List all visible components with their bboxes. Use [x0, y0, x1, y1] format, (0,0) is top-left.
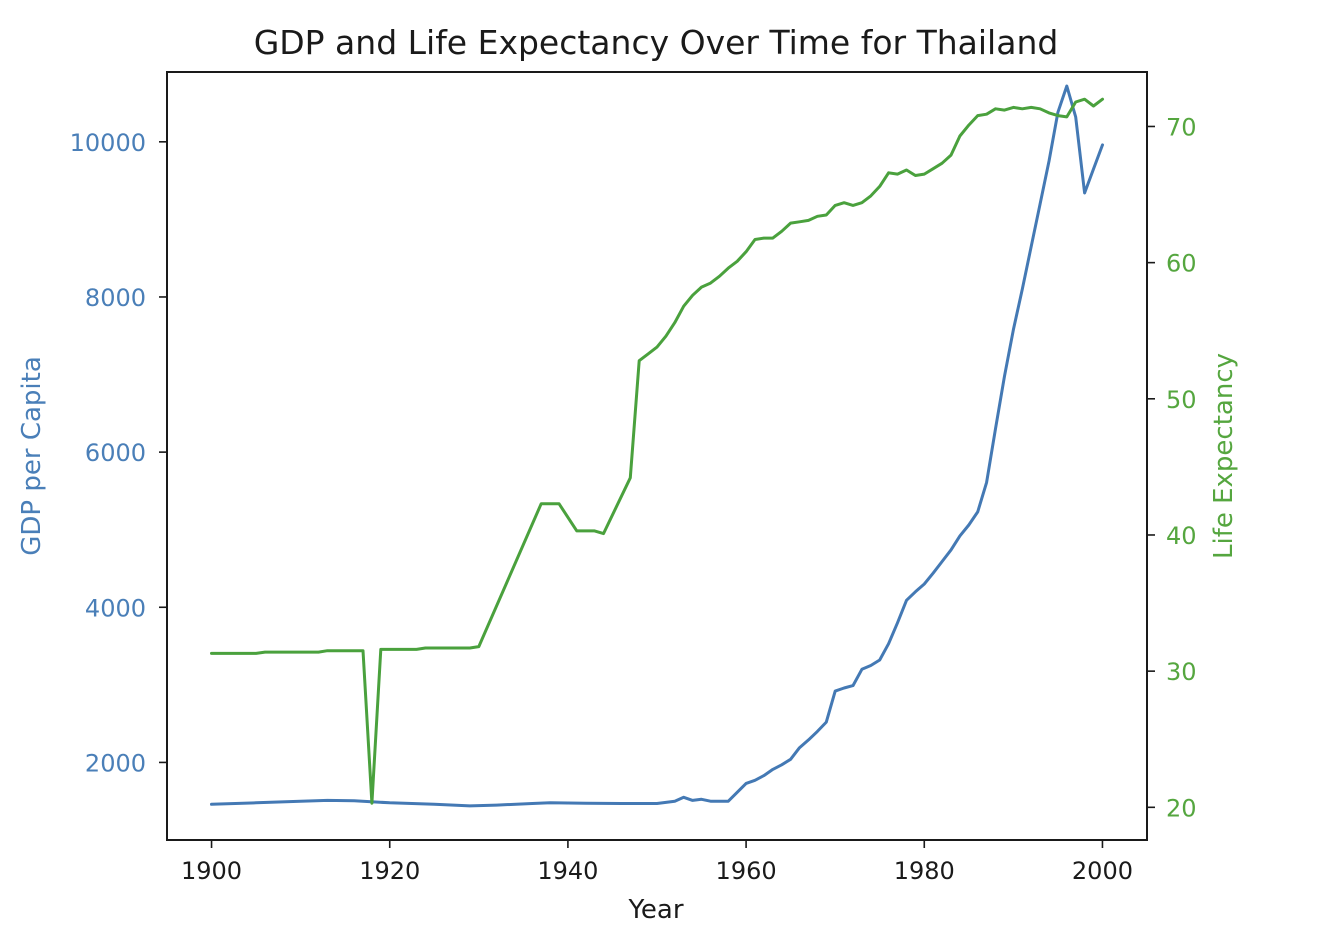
y-axis-left-label: GDP per Capita [17, 356, 47, 556]
y-right-tick-label: 20 [1166, 794, 1197, 822]
x-tick-label: 1900 [181, 857, 242, 885]
y-axis-right-ticks: 20 30 40 50 60 70 [1147, 113, 1197, 822]
y-left-tick-label: 10000 [70, 129, 146, 157]
y-axis-left-ticks: 2000 4000 6000 8000 10000 [70, 129, 167, 777]
y-right-tick-label: 30 [1166, 658, 1197, 686]
plot-frame [166, 71, 1148, 841]
x-tick-label: 1960 [716, 857, 777, 885]
x-tick-label: 1940 [537, 857, 598, 885]
x-tick-label: 2000 [1072, 857, 1133, 885]
chart-title: GDP and Life Expectancy Over Time for Th… [254, 23, 1059, 62]
y-left-tick-label: 2000 [85, 749, 146, 777]
series-line-gdp-per-capita [210, 84, 1104, 808]
x-axis-label: Year [627, 895, 683, 925]
y-left-tick-label: 8000 [85, 284, 146, 312]
x-tick-label: 1920 [359, 857, 420, 885]
y-right-tick-label: 50 [1166, 386, 1197, 414]
y-axis-right-label: Life Expectancy [1209, 353, 1239, 559]
y-left-tick-label: 4000 [85, 594, 146, 622]
x-axis-ticks: 1900 1920 1940 1960 1980 2000 [181, 840, 1133, 885]
y-right-tick-label: 60 [1166, 250, 1197, 278]
y-left-tick-label: 6000 [85, 439, 146, 467]
y-right-tick-label: 70 [1166, 113, 1197, 141]
series-line-life-expectancy [210, 97, 1104, 805]
y-right-tick-label: 40 [1166, 522, 1197, 550]
x-tick-label: 1980 [894, 857, 955, 885]
